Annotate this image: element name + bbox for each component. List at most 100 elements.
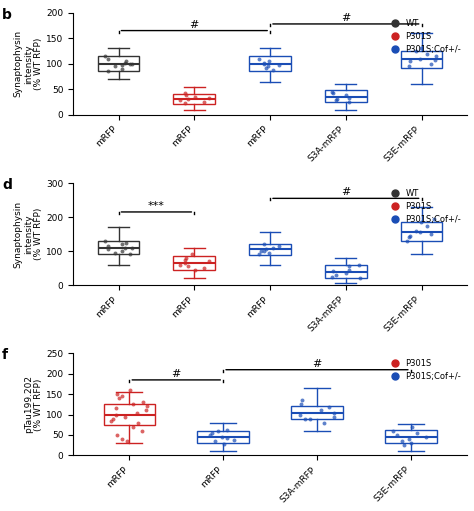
Text: #: # xyxy=(172,369,181,379)
Point xyxy=(211,437,219,445)
PathPatch shape xyxy=(325,90,367,102)
Point xyxy=(104,245,112,253)
Point xyxy=(431,56,439,64)
Point xyxy=(118,392,125,400)
Point xyxy=(398,437,406,445)
Legend: WT, P301S, P301S;Cof+/-: WT, P301S, P301S;Cof+/- xyxy=(384,17,463,56)
Point xyxy=(325,403,332,411)
Point xyxy=(214,427,222,435)
Point xyxy=(270,244,277,252)
Point xyxy=(345,95,353,103)
Point xyxy=(205,257,212,265)
Point xyxy=(122,57,129,65)
Point xyxy=(208,429,216,437)
Point xyxy=(101,237,109,245)
Point xyxy=(406,62,413,71)
Point xyxy=(127,386,134,394)
Point xyxy=(418,218,425,226)
Point xyxy=(406,231,414,240)
PathPatch shape xyxy=(173,95,215,104)
Legend: P301S, P301S;Cof+/-: P301S, P301S;Cof+/- xyxy=(384,358,463,383)
Point xyxy=(265,249,273,257)
PathPatch shape xyxy=(98,241,139,254)
Point xyxy=(413,429,420,437)
Point xyxy=(320,419,328,427)
Point xyxy=(328,88,336,96)
Point xyxy=(218,433,225,441)
PathPatch shape xyxy=(249,56,291,72)
Point xyxy=(121,244,128,252)
PathPatch shape xyxy=(103,404,155,425)
Point xyxy=(143,406,150,414)
Text: d: d xyxy=(2,178,12,192)
PathPatch shape xyxy=(325,265,367,277)
Point xyxy=(143,402,151,410)
Point xyxy=(111,62,118,71)
Point xyxy=(128,60,136,68)
Point xyxy=(126,60,133,68)
Point xyxy=(255,250,263,259)
Point xyxy=(317,406,325,414)
Point xyxy=(191,266,199,274)
Point xyxy=(275,242,283,250)
Text: f: f xyxy=(2,349,8,362)
Point xyxy=(115,394,122,402)
Point xyxy=(345,266,353,274)
Point xyxy=(427,60,435,68)
Point xyxy=(191,93,199,101)
Point xyxy=(133,408,141,416)
Point xyxy=(128,244,136,252)
Point xyxy=(430,215,438,223)
Point xyxy=(176,261,183,269)
Point xyxy=(206,431,213,439)
Point xyxy=(422,433,430,441)
Point xyxy=(343,269,350,277)
Point xyxy=(406,57,414,65)
Point xyxy=(405,435,412,443)
Point xyxy=(111,249,118,257)
Text: #: # xyxy=(312,359,322,369)
Point xyxy=(306,414,313,423)
Point xyxy=(139,398,147,406)
Point xyxy=(333,96,340,104)
Point xyxy=(184,262,192,270)
Point xyxy=(404,237,411,245)
Point xyxy=(331,412,338,421)
PathPatch shape xyxy=(385,430,437,443)
Point xyxy=(356,274,364,282)
Point xyxy=(176,97,183,105)
Point xyxy=(108,416,115,425)
Point xyxy=(297,400,304,408)
PathPatch shape xyxy=(249,244,291,255)
Point xyxy=(265,57,273,65)
Point xyxy=(390,427,397,435)
Point xyxy=(260,60,267,68)
Point xyxy=(329,89,337,98)
Point xyxy=(275,61,283,69)
Point xyxy=(432,52,439,60)
Point xyxy=(296,410,304,419)
Point xyxy=(181,256,189,264)
Point xyxy=(262,64,270,72)
Point xyxy=(181,259,189,267)
Point xyxy=(121,412,128,421)
PathPatch shape xyxy=(401,222,442,241)
Y-axis label: Synaptophysin
intensity
(% WT RFP): Synaptophysin intensity (% WT RFP) xyxy=(14,30,43,97)
Point xyxy=(129,423,137,431)
PathPatch shape xyxy=(98,56,139,72)
Point xyxy=(104,242,112,250)
Point xyxy=(182,254,190,262)
Point xyxy=(255,55,263,63)
Point xyxy=(224,434,231,443)
Point xyxy=(298,396,306,404)
Point xyxy=(423,50,431,58)
Point xyxy=(104,67,112,76)
Point xyxy=(407,439,414,447)
Point xyxy=(118,65,125,73)
Point xyxy=(101,52,109,60)
Point xyxy=(418,44,425,53)
Point xyxy=(182,91,190,100)
Legend: WT, P301S, P301S;Cof+/-: WT, P301S, P301S;Cof+/- xyxy=(384,187,463,226)
Point xyxy=(121,59,128,67)
Point xyxy=(356,261,363,269)
